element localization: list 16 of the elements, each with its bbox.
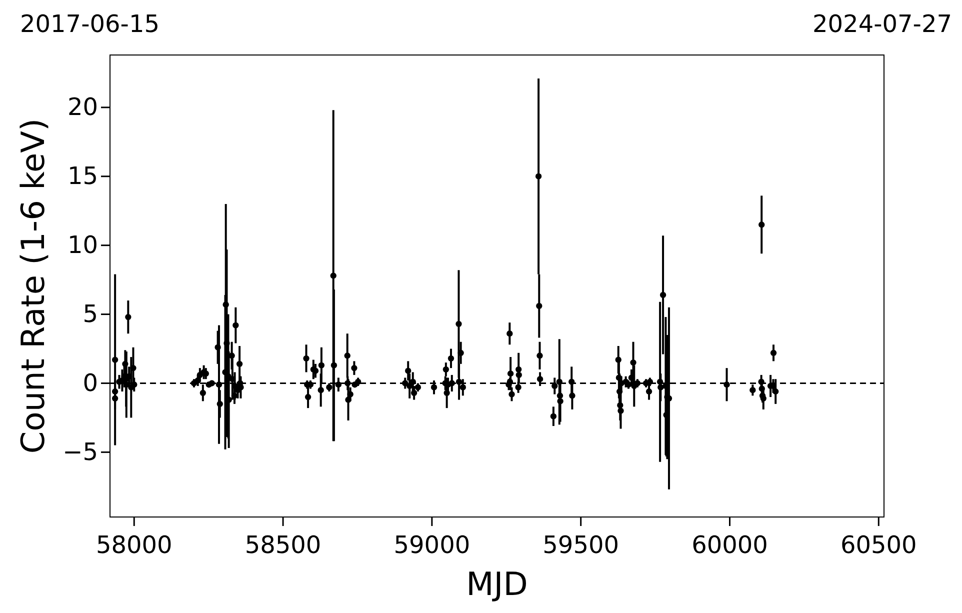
x-tick-label: 58000 <box>96 531 172 559</box>
y-tick-label: 0 <box>82 368 98 397</box>
y-tick-label: 20 <box>67 93 98 122</box>
x-tick-label: 59000 <box>394 531 470 559</box>
y-tick-label: −5 <box>62 438 98 466</box>
text: 2017-06-15 <box>20 10 160 38</box>
y-tick-label: 5 <box>82 300 98 328</box>
x-tick-label: 60500 <box>840 531 917 559</box>
x-tick-label: 60000 <box>692 531 768 559</box>
text: 2024-07-27 <box>812 10 952 38</box>
x-tick-label: 59500 <box>542 531 620 559</box>
y-axis-title: Count Rate (1-6 keV) <box>14 118 52 454</box>
y-tick-label: 10 <box>67 230 98 259</box>
x-tick-label: 58500 <box>244 531 322 559</box>
y-tick-label: 15 <box>67 162 98 190</box>
x-axis-title: MJD <box>466 565 528 603</box>
